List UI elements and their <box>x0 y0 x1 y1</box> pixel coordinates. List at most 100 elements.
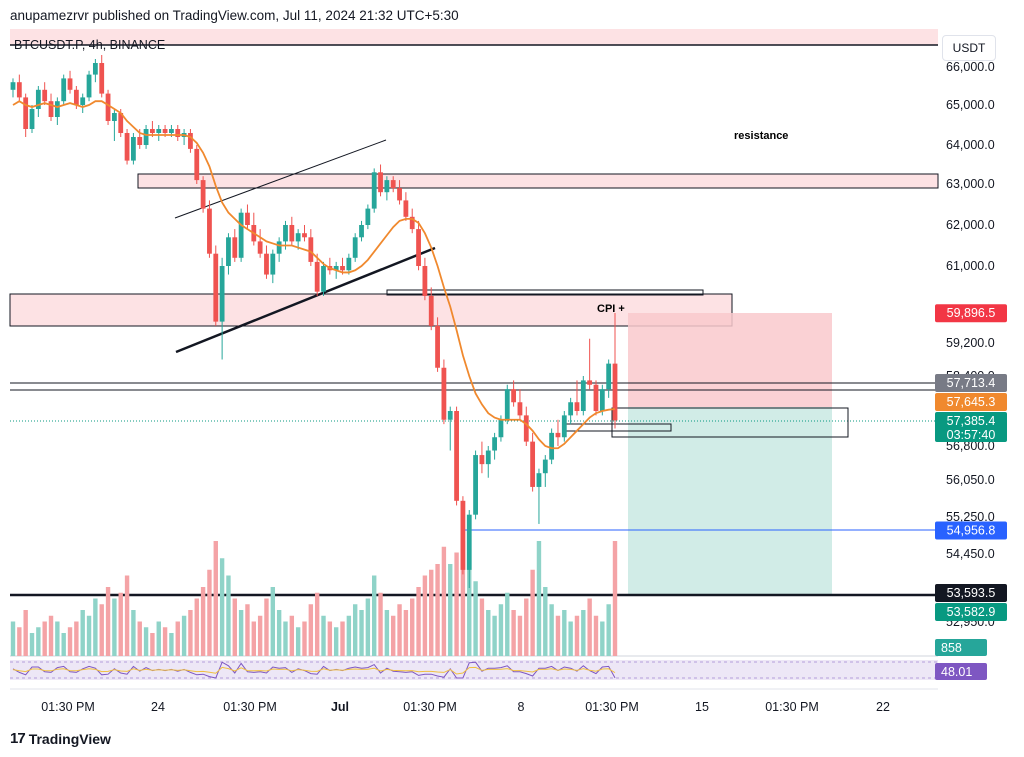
symbol-label[interactable]: BTCUSDT.P, 4h, BINANCE <box>14 38 166 52</box>
volume-bar <box>473 581 478 656</box>
candle-body <box>295 233 301 242</box>
x-tick-label: Jul <box>331 700 349 714</box>
price-tag-bg <box>935 603 1007 621</box>
y-tick-label: 61,000.0 <box>946 259 995 273</box>
y-axis[interactable]: 66,000.0 65,000.0 64,000.0 63,000.0 62,000.0… <box>946 60 995 629</box>
volume-bar <box>283 621 288 656</box>
volume-bar <box>42 621 47 656</box>
candle-body <box>194 148 200 181</box>
channel-upper-line <box>174 139 387 219</box>
volume-bar <box>10 621 16 656</box>
candle-body <box>517 402 523 416</box>
candle-body <box>574 402 580 411</box>
volume-bar <box>67 627 73 656</box>
candle-body <box>549 432 555 460</box>
candle-body <box>92 63 98 75</box>
x-axis[interactable]: 01:30 PM 24 01:30 PM Jul 01:30 PM 8 01:30 PM 15… <box>41 700 890 714</box>
indicator-tag-label: 48.01 <box>941 665 972 679</box>
price-tag-label: 57,385.4 <box>947 414 996 428</box>
candle-body <box>226 237 231 266</box>
candle-body <box>397 188 402 201</box>
price-tag-bg <box>935 393 1007 411</box>
y-tick-label: 66,000.0 <box>946 60 995 74</box>
stop-loss-zone <box>628 313 832 407</box>
x-tick-label: 01:30 PM <box>403 700 457 714</box>
indicator-tag-label: 858 <box>941 641 962 655</box>
volume-bar <box>416 587 421 656</box>
candle-body <box>150 129 155 133</box>
candle-body <box>498 419 504 438</box>
volume-bar <box>365 598 371 656</box>
candle-body <box>54 101 60 117</box>
supply-zone-60000 <box>9 293 733 327</box>
candle-body <box>365 208 371 225</box>
cpi-label: CPI + <box>597 303 625 315</box>
take-profit-zone <box>628 407 832 594</box>
volume-bar <box>397 604 402 656</box>
price-tag-countdown: 03:57:40 <box>947 428 996 442</box>
volume-bar <box>435 564 440 656</box>
volume-bar <box>384 610 390 656</box>
candle-body <box>580 380 586 411</box>
currency-selector[interactable]: USDT <box>942 35 996 61</box>
tradingview-logo-icon: 17 <box>10 730 26 747</box>
volume-bar <box>308 604 314 656</box>
candle-body <box>302 233 307 238</box>
candle-body <box>156 129 162 133</box>
volume-bar <box>86 615 92 656</box>
candle-body <box>359 225 364 238</box>
candle-body <box>612 363 618 421</box>
candle-body <box>137 137 143 145</box>
candle-body <box>175 129 181 137</box>
volume-bar <box>48 615 54 656</box>
candle-body <box>340 266 345 271</box>
candle-body <box>422 266 428 296</box>
volume-bar <box>264 598 269 656</box>
candle-body <box>61 78 67 102</box>
candle-body <box>593 384 599 411</box>
x-tick-label: 01:30 PM <box>223 700 277 714</box>
candle-body <box>169 129 174 133</box>
volume-bar <box>245 604 250 656</box>
volume-bar <box>606 604 611 656</box>
candle-body <box>606 363 612 390</box>
moving-average-line <box>12 100 616 450</box>
volume-bar <box>587 598 592 656</box>
candle-body <box>371 172 377 209</box>
candle-body <box>314 261 320 292</box>
candle-body <box>264 253 269 275</box>
candle-body <box>308 237 314 262</box>
volume-bar <box>530 569 535 656</box>
candle-body <box>207 208 212 254</box>
candle-body <box>568 402 574 416</box>
candle-body <box>504 389 510 420</box>
candle-body <box>492 437 497 451</box>
volume-bar <box>581 610 586 656</box>
candle-body <box>428 295 434 326</box>
volume-bar <box>454 552 459 656</box>
y-tick-label: 56,800.0 <box>946 439 995 453</box>
candle-body <box>485 450 491 465</box>
candle-body <box>523 415 529 442</box>
y-tick-label: 55,250.0 <box>946 510 995 524</box>
volume-bar <box>137 621 142 656</box>
volume-bar <box>169 633 174 656</box>
candles <box>10 55 618 588</box>
volume-bar <box>593 615 599 656</box>
candle-body <box>111 113 117 121</box>
volume-bar <box>270 587 276 656</box>
candle-body <box>561 415 567 438</box>
y-tick-label: 56,050.0 <box>946 473 995 487</box>
volume-bar <box>17 627 22 656</box>
candle-body <box>23 97 29 129</box>
candle-body <box>409 216 415 230</box>
x-tick-label: 22 <box>876 700 890 714</box>
volume-bar <box>352 604 358 656</box>
volume-bar <box>321 615 326 656</box>
volume-bar <box>486 610 491 656</box>
candle-body <box>42 89 48 102</box>
volume-bar <box>200 587 206 656</box>
volume-bar <box>492 615 497 656</box>
candle-body <box>67 78 73 90</box>
